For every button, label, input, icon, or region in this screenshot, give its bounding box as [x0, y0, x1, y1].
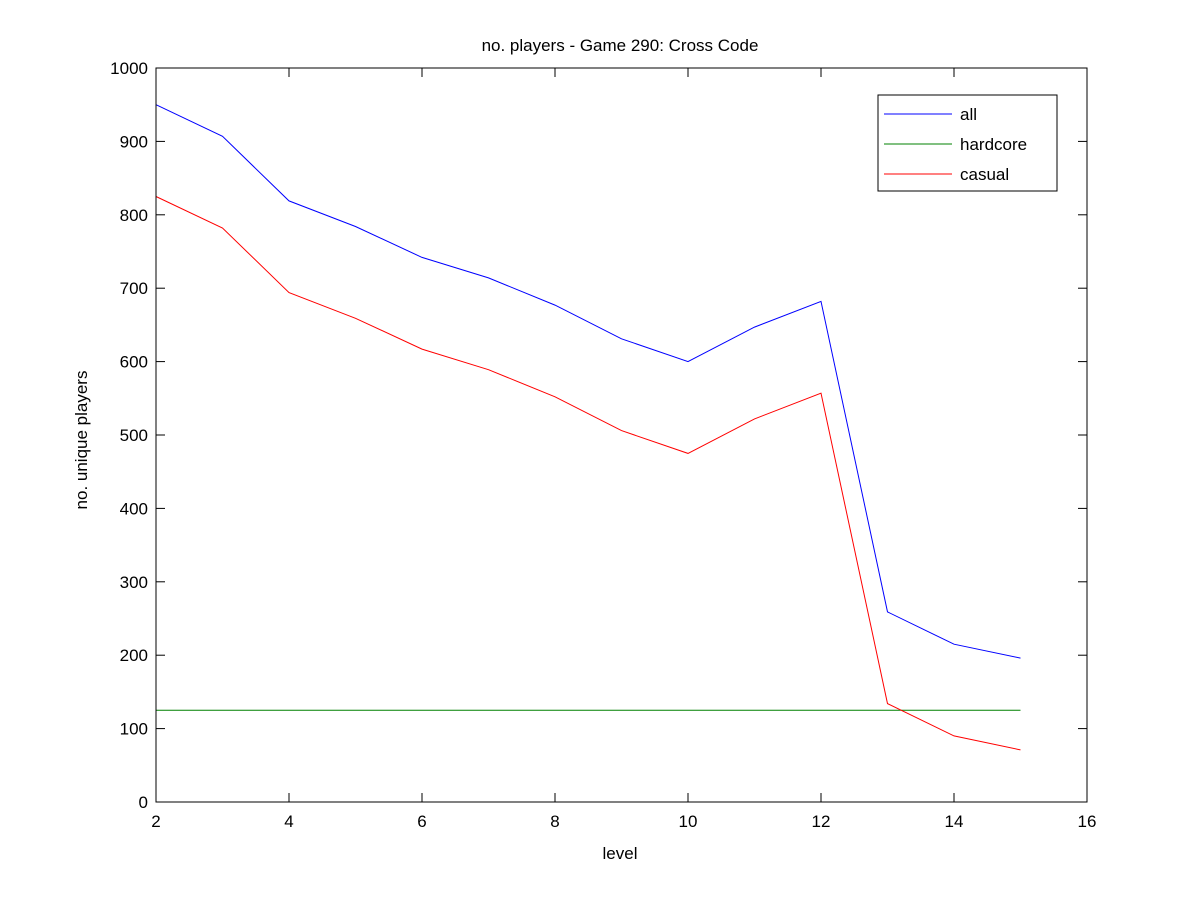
x-tick-label: 2	[151, 812, 160, 831]
y-tick-label: 200	[120, 646, 148, 665]
y-axis-label: no. unique players	[72, 371, 91, 510]
x-tick-label: 6	[417, 812, 426, 831]
y-tick-label: 300	[120, 573, 148, 592]
y-tick-label: 100	[120, 720, 148, 739]
y-tick-label: 1000	[110, 59, 148, 78]
y-tick-label: 800	[120, 206, 148, 225]
x-tick-label: 10	[679, 812, 698, 831]
x-tick-label: 14	[945, 812, 964, 831]
series-line-all	[155, 104, 1021, 659]
y-tick-label: 900	[120, 132, 148, 151]
x-tick-label: 4	[284, 812, 293, 831]
x-tick-label: 8	[550, 812, 559, 831]
y-tick-label: 600	[120, 353, 148, 372]
legend-label-hardcore: hardcore	[960, 135, 1027, 154]
legend: all hardcore casual	[877, 94, 1058, 192]
y-tick-label: 0	[139, 793, 148, 812]
y-tick-label: 700	[120, 279, 148, 298]
tick-layer: 2 4 6 8 10 12 14 16 0 100 200 300 400 500 600 700 800 900…	[110, 59, 1096, 831]
x-tick-label: 12	[812, 812, 831, 831]
chart-title: no. players - Game 290: Cross Code	[482, 36, 759, 55]
legend-label-casual: casual	[960, 165, 1009, 184]
x-axis-label: level	[603, 844, 638, 863]
series-line-casual	[155, 196, 1021, 751]
y-tick-label: 500	[120, 426, 148, 445]
legend-label-all: all	[960, 105, 977, 124]
y-tick-label: 400	[120, 499, 148, 518]
series-layer	[155, 104, 1021, 751]
x-tick-label: 16	[1078, 812, 1097, 831]
legend-box	[877, 94, 1058, 192]
plot-area-frame	[155, 67, 1088, 803]
